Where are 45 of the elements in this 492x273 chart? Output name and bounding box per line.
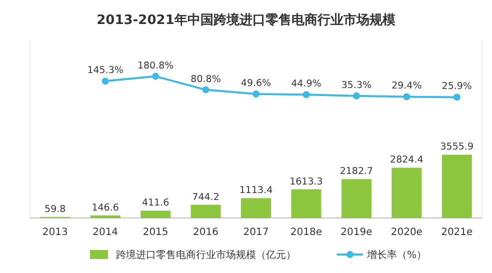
x-tick-label: 2013	[42, 227, 68, 238]
data-label: 35.3%	[341, 80, 372, 91]
bar	[190, 204, 221, 218]
bar	[140, 210, 171, 218]
point	[152, 72, 160, 80]
bar	[341, 179, 372, 218]
x-tick-label: 2019e	[340, 227, 372, 238]
data-label: 2182.7	[340, 166, 374, 178]
point	[302, 91, 310, 98]
point	[453, 94, 460, 101]
data-label: 29.4%	[392, 80, 422, 92]
point	[403, 93, 410, 100]
data-label: 1113.4	[239, 185, 273, 196]
data-label: 25.9%	[442, 81, 472, 92]
bar	[442, 154, 472, 218]
bar	[90, 215, 120, 218]
bar	[241, 198, 271, 218]
data-label: 44.9%	[291, 78, 322, 90]
data-label: 2824.4	[390, 154, 424, 166]
x-tick-label: 2014	[92, 227, 118, 238]
legend-label: 跨境进口零售电商行业市场规模（亿元）	[116, 249, 296, 261]
data-label: 145.3%	[87, 65, 124, 76]
chart-title: 2013-2021年中国跨境进口零售电商行业市场规模	[96, 12, 396, 28]
data-label: 146.6	[92, 202, 119, 214]
data-label: 49.6%	[240, 78, 272, 89]
data-label: 3555.9	[440, 142, 474, 153]
bar	[392, 168, 422, 218]
bar	[291, 189, 322, 218]
legend-label: 增长率（%）	[366, 249, 427, 261]
data-label: 411.6	[142, 198, 170, 209]
data-label: 744.2	[192, 192, 220, 203]
x-tick-label: 2020e	[390, 227, 422, 238]
x-tick-label: 2015	[142, 227, 168, 238]
point	[102, 78, 109, 85]
x-tick-label: 2018e	[290, 227, 322, 238]
data-label: 180.8%	[137, 60, 174, 72]
x-tick-label: 2021e	[441, 227, 473, 238]
x-tick-label: 2017	[243, 227, 269, 238]
data-label: 1613.3	[290, 176, 323, 188]
point	[202, 86, 210, 94]
point	[352, 92, 360, 100]
data-label: 80.8%	[190, 74, 221, 85]
point	[252, 90, 260, 98]
x-tick-label: 2016	[193, 227, 219, 238]
data-label: 59.8	[44, 204, 66, 215]
